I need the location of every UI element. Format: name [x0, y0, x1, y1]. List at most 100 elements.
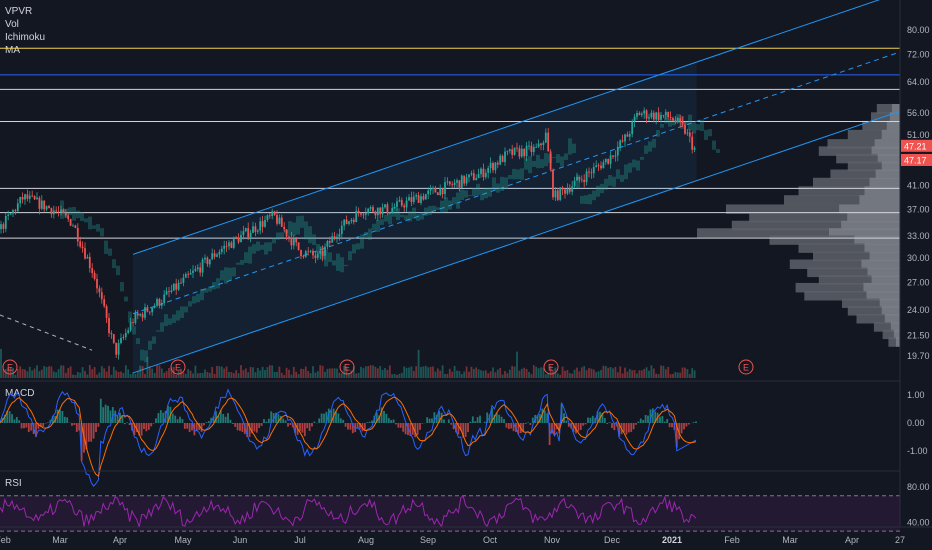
volume-bar: [340, 373, 343, 378]
candle-body: [489, 162, 492, 169]
volume-bar: [187, 369, 190, 378]
cloud-segment: [268, 242, 272, 252]
overlay-label-ma[interactable]: MA: [5, 45, 20, 56]
macd-histogram-bar: [443, 419, 445, 423]
cloud-segment: [700, 119, 704, 132]
candle-body: [552, 169, 554, 198]
cloud-segment: [356, 243, 360, 250]
volume-bars: [0, 348, 696, 378]
candle-body: [331, 236, 334, 243]
candle-body: [276, 214, 278, 224]
candle-body: [420, 196, 422, 203]
overlay-label-ichimoku[interactable]: Ichimoku: [5, 32, 45, 43]
macd-histogram-bar: [6, 410, 9, 423]
candle-body: [134, 313, 137, 323]
candle-body: [595, 165, 598, 168]
macd-histogram-bar: [575, 423, 577, 434]
candle-body: [110, 333, 113, 335]
volume-bar: [98, 372, 101, 378]
cloud-segment: [352, 244, 356, 254]
candle-body: [372, 207, 374, 212]
volume-bar: [21, 369, 24, 378]
macd-histogram-bar: [308, 423, 311, 431]
cloud-segment: [688, 114, 692, 131]
cloud-segment: [108, 248, 112, 256]
volume-bar: [115, 370, 118, 378]
candle-body: [177, 282, 180, 290]
time-axis[interactable]: Feb Mar Apr May Jun Jul Aug Sep Oct Nov Dec 2021 Feb…: [0, 535, 905, 545]
macd-histogram-bar: [27, 423, 30, 433]
cloud-segment: [704, 129, 708, 140]
volume-bar: [225, 366, 228, 378]
volume-bar: [350, 370, 353, 378]
macd-label[interactable]: MACD: [5, 388, 34, 399]
candle-body: [451, 184, 454, 186]
candle-body: [290, 237, 293, 246]
cloud-segment: [264, 242, 268, 255]
candle-body: [86, 256, 89, 259]
volume-bar: [288, 369, 290, 378]
macd-histogram-bar: [167, 405, 169, 423]
candle-body: [391, 208, 394, 213]
cloud-segment: [464, 190, 468, 198]
volume-bar: [36, 365, 38, 378]
macd-histogram-bar: [126, 422, 129, 423]
macd-histogram-bar: [558, 423, 561, 434]
candle-body: [338, 234, 341, 237]
volume-bar: [266, 367, 269, 378]
candle-body: [633, 116, 636, 122]
volume-profile-bar-highlight: [886, 120, 900, 131]
candle-body: [175, 283, 178, 290]
candle-body: [151, 307, 154, 313]
volume-bar: [496, 369, 499, 378]
volume-bar: [691, 368, 694, 378]
time-tick-label: Feb: [0, 535, 11, 545]
candle-body: [643, 110, 646, 114]
volume-bar: [684, 367, 686, 378]
volume-bar: [316, 371, 319, 378]
candle-body: [475, 178, 478, 181]
volume-bar: [127, 369, 130, 378]
macd-histogram-bar: [380, 407, 383, 423]
cloud-segment: [116, 265, 120, 276]
horizontal-levels[interactable]: [0, 47, 900, 239]
cloud-segment: [504, 177, 508, 190]
overlay-label-vol[interactable]: Vol: [5, 19, 19, 30]
volume-bar: [223, 368, 226, 378]
macd-histogram-bar: [217, 415, 220, 423]
volume-bar: [640, 370, 643, 378]
macd-histogram-bar: [339, 418, 342, 423]
volume-bar: [494, 372, 497, 378]
volume-bar: [381, 369, 384, 378]
candle-body: [381, 207, 384, 215]
volume-bar: [280, 372, 283, 378]
time-tick-label: Mar: [52, 535, 68, 545]
macd-histogram-bar: [347, 423, 349, 430]
overlay-label-vpvr[interactable]: VPVR: [5, 6, 32, 17]
candle-body: [168, 291, 170, 292]
volume-bar: [9, 367, 12, 378]
candle-body: [81, 246, 84, 249]
macd-histogram-bar: [529, 423, 532, 425]
macd-histogram-bar: [219, 410, 222, 423]
cloud-segment: [196, 293, 200, 303]
candle-body: [295, 238, 298, 243]
macd-histogram-bar: [349, 423, 352, 430]
cloud-segment: [220, 270, 224, 281]
time-tick-label: Jun: [233, 535, 248, 545]
regression-channel[interactable]: [0, 0, 901, 374]
rsi-label[interactable]: RSI: [5, 478, 22, 489]
macd-histogram-bar: [337, 413, 340, 423]
candle-body: [72, 225, 74, 227]
cloud-segment: [296, 216, 300, 235]
volume-bar: [108, 365, 110, 378]
candle-body: [252, 226, 254, 233]
cloud-segment: [672, 119, 676, 126]
macd-histogram-bar: [150, 423, 153, 427]
macd-histogram-bar: [363, 423, 366, 430]
macd-histogram-bar: [215, 411, 217, 423]
rsi-tick-label: 80.00: [907, 482, 930, 492]
